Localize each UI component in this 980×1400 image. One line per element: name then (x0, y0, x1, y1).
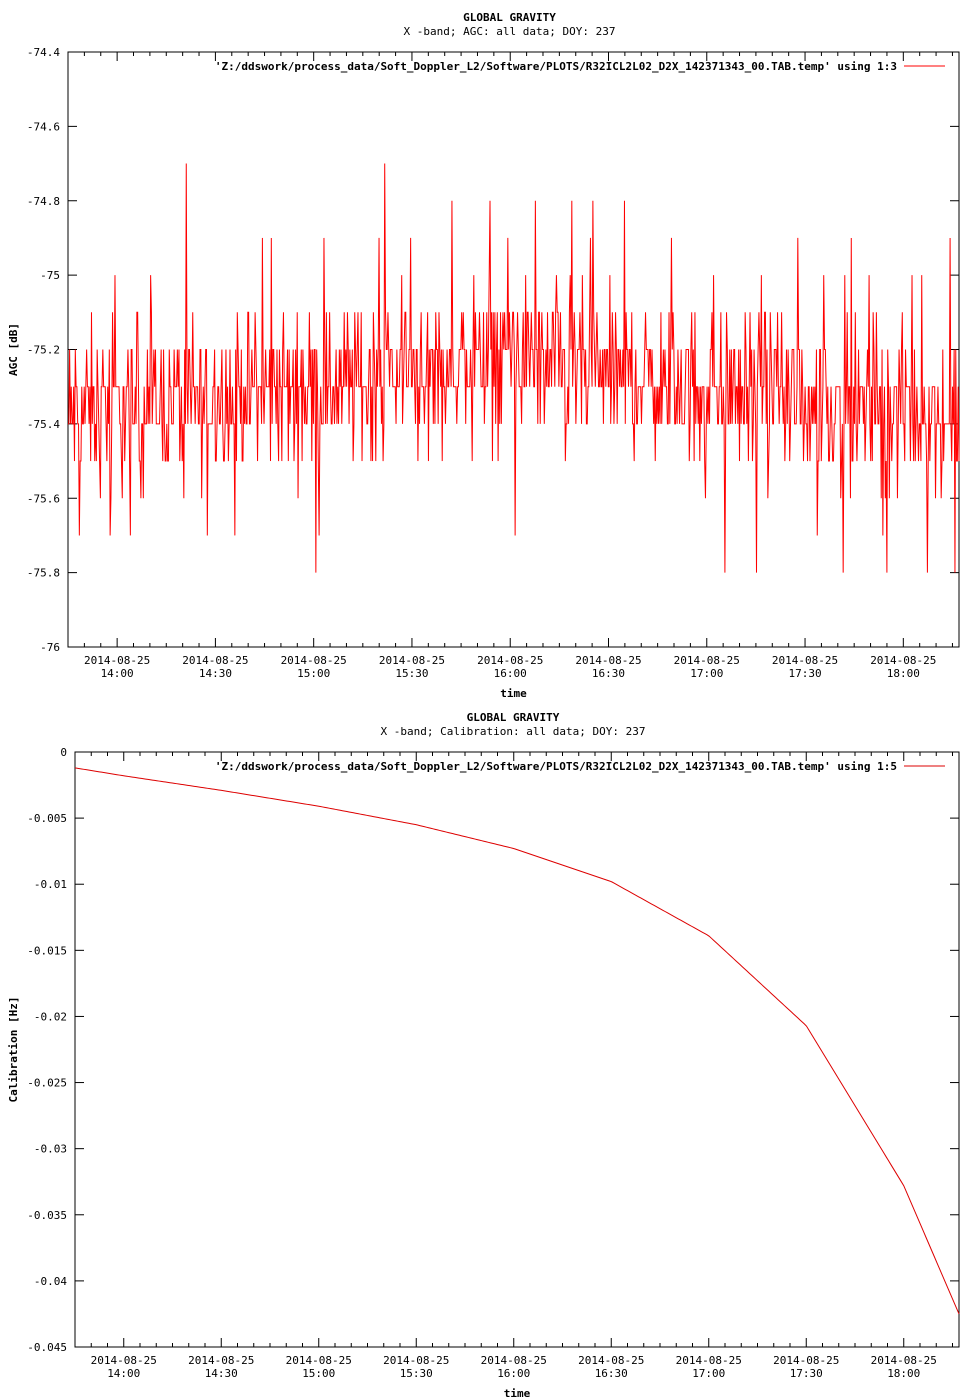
x-tick-date-label: 2014-08-25 (575, 654, 641, 667)
x-tick-time-label: 14:30 (205, 1367, 238, 1380)
y-tick-label: -75.6 (27, 492, 60, 505)
x-tick-time-label: 16:00 (494, 667, 527, 680)
y-tick-label: -0.015 (27, 944, 67, 957)
legend-label: 'Z:/ddswork/process_data/Soft_Doppler_L2… (215, 760, 897, 773)
x-tick-date-label: 2014-08-25 (674, 654, 740, 667)
x-tick-date-label: 2014-08-25 (871, 1354, 937, 1367)
x-tick-time-label: 17:00 (690, 667, 723, 680)
x-tick-date-label: 2014-08-25 (578, 1354, 644, 1367)
y-tick-label: -75 (40, 269, 60, 282)
y-tick-label: -0.02 (34, 1010, 67, 1023)
x-tick-time-label: 16:00 (497, 1367, 530, 1380)
x-tick-date-label: 2014-08-25 (870, 654, 936, 667)
x-tick-time-label: 17:00 (692, 1367, 725, 1380)
x-tick-time-label: 14:00 (107, 1367, 140, 1380)
x-tick-date-label: 2014-08-25 (477, 654, 543, 667)
chart-title: GLOBAL GRAVITY (463, 11, 556, 24)
legend-label: 'Z:/ddswork/process_data/Soft_Doppler_L2… (215, 60, 897, 73)
x-axis-label: time (500, 687, 527, 700)
x-tick-date-label: 2014-08-25 (772, 654, 838, 667)
y-tick-label: -74.4 (27, 46, 60, 59)
y-tick-label: -0.025 (27, 1077, 67, 1090)
x-tick-date-label: 2014-08-25 (91, 1354, 157, 1367)
y-tick-label: -75.8 (27, 567, 60, 580)
x-tick-date-label: 2014-08-25 (481, 1354, 547, 1367)
x-tick-date-label: 2014-08-25 (676, 1354, 742, 1367)
x-tick-date-label: 2014-08-25 (84, 654, 150, 667)
x-tick-time-label: 14:00 (101, 667, 134, 680)
y-axis-label: Calibration [Hz] (7, 997, 20, 1103)
plot-frame (74, 751, 960, 1348)
x-tick-time-label: 16:30 (592, 667, 625, 680)
agc-series-line (68, 163, 960, 573)
x-axis-label: time (504, 1387, 531, 1400)
y-tick-label: -0.005 (27, 812, 67, 825)
y-tick-label: -76 (40, 641, 60, 654)
x-tick-date-label: 2014-08-25 (188, 1354, 254, 1367)
x-tick-time-label: 18:00 (887, 1367, 920, 1380)
x-tick-time-label: 15:00 (302, 1367, 335, 1380)
x-tick-time-label: 18:00 (887, 667, 920, 680)
y-tick-label: -74.6 (27, 120, 60, 133)
y-tick-label: -0.045 (27, 1341, 67, 1354)
x-tick-date-label: 2014-08-25 (383, 1354, 449, 1367)
y-tick-label: 0 (60, 746, 67, 759)
x-tick-time-label: 14:30 (199, 667, 232, 680)
y-tick-label: -0.03 (34, 1143, 67, 1156)
y-tick-label: -0.035 (27, 1209, 67, 1222)
y-axis-label: AGC [dB] (7, 323, 20, 376)
x-tick-date-label: 2014-08-25 (773, 1354, 839, 1367)
x-tick-time-label: 15:30 (395, 667, 428, 680)
y-tick-label: -75.2 (27, 344, 60, 357)
y-tick-label: -0.01 (34, 878, 67, 891)
y-tick-label: -75.4 (27, 418, 60, 431)
calibration-series-line (74, 767, 960, 1315)
y-tick-label: -0.04 (34, 1275, 67, 1288)
x-tick-time-label: 15:00 (297, 667, 330, 680)
x-tick-time-label: 17:30 (788, 667, 821, 680)
x-tick-time-label: 17:30 (790, 1367, 823, 1380)
y-tick-label: -74.8 (27, 195, 60, 208)
chart-title: GLOBAL GRAVITY (467, 711, 560, 724)
chart-subtitle: X -band; Calibration: all data; DOY: 237 (381, 725, 646, 738)
x-tick-time-label: 15:30 (400, 1367, 433, 1380)
x-tick-date-label: 2014-08-25 (281, 654, 347, 667)
x-tick-date-label: 2014-08-25 (286, 1354, 352, 1367)
chart-subtitle: X -band; AGC: all data; DOY: 237 (404, 25, 616, 38)
x-tick-date-label: 2014-08-25 (182, 654, 248, 667)
x-tick-time-label: 16:30 (595, 1367, 628, 1380)
x-tick-date-label: 2014-08-25 (379, 654, 445, 667)
